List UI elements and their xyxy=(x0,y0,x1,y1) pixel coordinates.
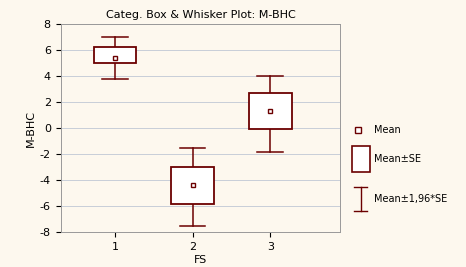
Bar xyxy=(94,48,137,63)
Text: Mean: Mean xyxy=(374,125,401,135)
Bar xyxy=(171,167,214,204)
Text: Mean±SE: Mean±SE xyxy=(374,154,421,164)
X-axis label: FS: FS xyxy=(194,255,207,265)
Y-axis label: M-BHC: M-BHC xyxy=(26,110,35,147)
Text: Mean±1,96*SE: Mean±1,96*SE xyxy=(374,194,447,204)
Title: Categ. Box & Whisker Plot: M-BHC: Categ. Box & Whisker Plot: M-BHC xyxy=(105,10,295,21)
Bar xyxy=(249,93,292,129)
